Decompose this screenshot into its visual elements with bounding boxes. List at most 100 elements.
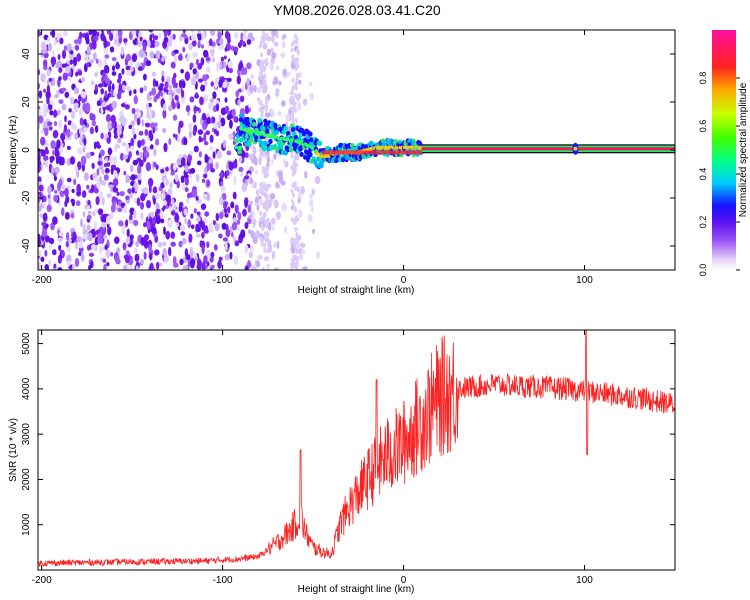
spectrogram-noise-blob [304, 170, 308, 179]
spectrogram-noise-blob [112, 178, 119, 187]
spectrogram-noise-blob [47, 185, 52, 195]
spectrogram-streak-blob [265, 104, 268, 110]
spectrogram-noise-blob [125, 65, 131, 71]
spectrogram-noise-blob [162, 109, 167, 119]
spectrogram-noise-blob [165, 166, 169, 172]
spectrogram-noise-blob [155, 138, 160, 146]
spectrogram-noise-blob [66, 43, 73, 53]
spectrogram-noise-blob [128, 124, 133, 130]
spectrogram-noise-blob [94, 187, 99, 194]
spectrogram-noise-blob [38, 69, 41, 76]
spectrogram-noise-blob [160, 168, 165, 174]
spectrogram-noise-blob [241, 86, 245, 94]
spectrogram-noise-blob [61, 103, 67, 111]
spectrogram-noise-blob [92, 52, 97, 61]
spectrogram-streak-blob [290, 115, 294, 121]
spectrogram-noise-blob [121, 226, 125, 235]
spectrogram-noise-blob [206, 241, 210, 249]
spectrogram-noise-blob [298, 209, 303, 218]
spectrogram-streak-blob [292, 192, 295, 198]
spectrogram-noise-blob [145, 102, 149, 110]
spectrogram-noise-blob [40, 41, 47, 50]
spectrogram-noise-blob [61, 184, 66, 190]
spectrogram-noise-blob [223, 208, 228, 214]
spectrogram-noise-blob [184, 176, 189, 186]
spectrogram-noise-blob [130, 120, 135, 127]
spectrogram-ridge-blob [298, 132, 303, 138]
spectrogram-noise-blob [85, 54, 89, 63]
spectrogram-ridge-blob [263, 141, 268, 147]
spectrogram-noise-blob [126, 69, 132, 77]
spectrogram-noise-blob [73, 102, 79, 108]
spectrogram-noise-blob [48, 259, 52, 267]
spectrogram-noise-blob [58, 200, 62, 207]
spectrogram-noise-blob [212, 220, 216, 226]
spectrogram-noise-blob [266, 263, 270, 270]
spectrogram-noise-blob [307, 214, 313, 223]
spectrogram-streak-blob [259, 101, 263, 107]
spectrogram-noise-blob [179, 224, 186, 231]
spectrogram-noise-blob [242, 35, 247, 40]
spectrogram-noise-blob [211, 57, 216, 63]
spectrogram-streak-blob [265, 154, 269, 160]
spectrogram-noise-blob [170, 171, 176, 176]
spectrogram-noise-blob [70, 198, 75, 204]
spectrogram-noise-blob [155, 215, 161, 225]
spectrogram-noise-blob [117, 78, 122, 84]
spectrogram-streak-blob [260, 65, 264, 71]
spectrogram-streak-blob [259, 254, 263, 260]
spectrogram-streak-blob [260, 109, 264, 115]
spectrogram-noise-blob [177, 134, 181, 144]
spectrogram-noise-blob [95, 196, 100, 206]
spectrogram-streak-blob [295, 249, 299, 255]
spectrogram-noise-blob [82, 211, 86, 218]
spectrogram-noise-blob [113, 170, 118, 177]
spectrogram-noise-blob [174, 94, 179, 101]
spectrogram-noise-blob [64, 115, 67, 123]
spectrogram-noise-blob [224, 242, 228, 251]
spectrogram-noise-blob [187, 111, 191, 116]
spectrogram-noise-blob [308, 82, 313, 87]
spectrogram-noise-blob [133, 209, 137, 219]
spectrogram-noise-blob [196, 58, 199, 66]
spectrogram-noise-blob [117, 137, 122, 144]
spectrogram-noise-blob [203, 173, 208, 179]
spectrogram-noise-blob [206, 161, 210, 172]
spectrogram-noise-blob [253, 85, 257, 93]
spectrogram-noise-blob [151, 226, 157, 235]
snr-plot-area [38, 330, 675, 570]
spectrogram-noise-blob [314, 175, 321, 184]
spectrogram-noise-blob [103, 65, 110, 74]
spectrogram-noise-blob [123, 205, 127, 214]
spectrogram-noise-blob [111, 71, 117, 76]
spectrogram-noise-blob [146, 220, 151, 230]
spectrogram-noise-blob [242, 177, 246, 183]
spectrogram-noise-blob [46, 84, 51, 94]
spectrogram-noise-blob [194, 256, 198, 261]
spectrogram-noise-blob [276, 240, 280, 249]
spectrogram-noise-blob [164, 81, 169, 90]
spectrogram-y-tick-label: -40 [21, 238, 32, 253]
spectrogram-noise-blob [38, 250, 42, 256]
spectrogram-noise-blob [256, 204, 260, 211]
spectrogram-noise-blob [173, 262, 179, 268]
spectrogram-noise-blob [248, 153, 254, 160]
spectrogram-streak-blob [263, 231, 267, 237]
spectrogram-noise-blob [281, 36, 285, 41]
spectrogram-noise-blob [69, 59, 74, 65]
spectrogram-noise-blob [52, 249, 57, 256]
spectrogram-noise-blob [155, 93, 160, 100]
spectrogram-noise-blob [87, 210, 92, 215]
spectrogram-noise-blob [132, 127, 136, 135]
spectrogram-noise-blob [38, 82, 41, 90]
snr-x-tick-label: -100 [213, 575, 233, 586]
spectrogram-noise-blob [45, 160, 49, 169]
spectrogram-noise-blob [280, 52, 286, 58]
spectrogram-noise-blob [94, 208, 99, 214]
spectrogram-noise-blob [298, 71, 302, 79]
spectrogram-noise-blob [141, 119, 145, 127]
spectrogram-noise-blob [177, 102, 181, 110]
spectrogram-streak-blob [294, 162, 298, 168]
spectrogram-streak-blob [292, 39, 296, 45]
spectrogram-noise-blob [103, 39, 108, 49]
